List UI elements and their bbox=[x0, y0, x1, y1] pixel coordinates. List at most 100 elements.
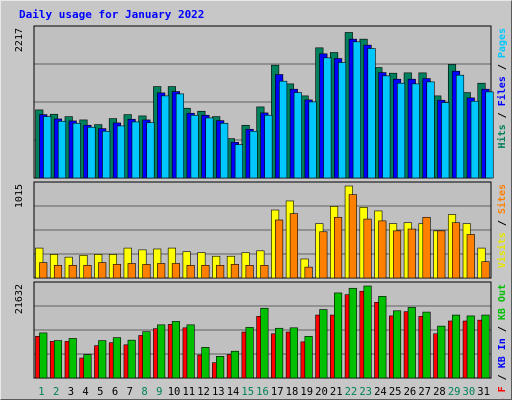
bar-pages-day-12 bbox=[205, 117, 214, 179]
bar-kb-out-day-18 bbox=[289, 327, 298, 379]
bar-sites-day-8 bbox=[142, 264, 151, 279]
bar-kb-out-day-5 bbox=[98, 340, 107, 379]
bar-sites-day-6 bbox=[112, 264, 122, 279]
day-label-23: 23 bbox=[359, 386, 372, 398]
bar-pages-day-25 bbox=[397, 82, 406, 179]
bar-pages-day-6 bbox=[116, 125, 126, 179]
bar-sites-day-17 bbox=[275, 219, 284, 279]
bar-kb-out-day-10 bbox=[171, 321, 180, 379]
bar-kb-out-day-30 bbox=[466, 315, 475, 379]
bar-sites-day-1 bbox=[39, 262, 48, 279]
bar-kb-out-day-27 bbox=[422, 311, 431, 379]
bar-pages-day-9 bbox=[161, 95, 170, 179]
day-label-30: 30 bbox=[463, 386, 476, 398]
day-label-1: 1 bbox=[38, 386, 44, 398]
bar-pages-day-11 bbox=[190, 114, 199, 179]
day-label-14: 14 bbox=[227, 386, 240, 398]
bar-kb-out-day-24 bbox=[378, 296, 387, 379]
day-label-7: 7 bbox=[127, 386, 133, 398]
bar-kb-out-day-8 bbox=[142, 331, 151, 379]
bar-kb-out-day-12 bbox=[201, 347, 210, 379]
legend-segment: Hits bbox=[496, 124, 508, 148]
bar-sites-day-4 bbox=[83, 265, 92, 279]
day-label-11: 11 bbox=[182, 386, 195, 398]
bar-kb-out-day-21 bbox=[334, 292, 343, 379]
bar-pages-day-21 bbox=[338, 62, 347, 179]
bar-pages-day-22 bbox=[352, 41, 361, 179]
day-label-18: 18 bbox=[286, 386, 299, 398]
bar-pages-day-3 bbox=[72, 122, 81, 179]
day-label-22: 22 bbox=[345, 386, 358, 398]
bar-pages-day-19 bbox=[308, 101, 317, 179]
day-label-16: 16 bbox=[256, 386, 269, 398]
bar-sites-day-30 bbox=[466, 234, 475, 279]
bar-pages-day-24 bbox=[382, 75, 391, 179]
bar-kb-out-day-14 bbox=[230, 350, 239, 379]
legend-segment: / bbox=[497, 368, 508, 386]
bar-sites-day-12 bbox=[201, 265, 210, 279]
bar-pages-day-23 bbox=[367, 48, 376, 179]
y-max-label-3: 21632 bbox=[14, 284, 25, 314]
bar-sites-day-9 bbox=[157, 263, 166, 279]
day-label-2: 2 bbox=[53, 386, 59, 398]
day-label-31: 31 bbox=[477, 386, 490, 398]
bar-pages-day-18 bbox=[293, 92, 302, 179]
bar-pages-day-26 bbox=[411, 83, 420, 179]
bar-kb-out-day-3 bbox=[68, 338, 77, 379]
legend-segment: Pages bbox=[497, 28, 508, 58]
day-label-6: 6 bbox=[112, 386, 118, 398]
bar-kb-out-day-6 bbox=[112, 337, 122, 379]
bar-pages-day-16 bbox=[264, 114, 273, 179]
day-label-5: 5 bbox=[97, 386, 103, 398]
day-label-9: 9 bbox=[156, 386, 162, 398]
legend-segment: KB In bbox=[497, 338, 508, 368]
bar-pages-day-10 bbox=[175, 93, 184, 179]
bar-sites-day-10 bbox=[171, 263, 180, 279]
bar-sites-day-15 bbox=[245, 265, 254, 279]
bar-pages-day-4 bbox=[87, 126, 96, 179]
bar-sites-day-19 bbox=[304, 266, 313, 279]
legend-segment: KB Out bbox=[497, 284, 508, 320]
y-max-label-2: 1015 bbox=[14, 184, 25, 208]
bar-kb-out-day-31 bbox=[481, 314, 490, 379]
bar-sites-day-28 bbox=[437, 230, 446, 279]
bar-sites-day-20 bbox=[319, 231, 328, 279]
bar-pages-day-8 bbox=[146, 122, 155, 179]
bar-pages-day-7 bbox=[131, 121, 140, 179]
legend-segment: / bbox=[497, 58, 508, 76]
chart-title: Daily usage for January 2022 bbox=[19, 8, 204, 21]
day-label-8: 8 bbox=[141, 386, 147, 398]
bar-kb-out-day-25 bbox=[393, 310, 402, 379]
bar-pages-day-30 bbox=[470, 100, 479, 179]
bar-sites-day-27 bbox=[422, 216, 431, 279]
bar-kb-out-day-9 bbox=[157, 324, 166, 379]
day-label-4: 4 bbox=[82, 386, 88, 398]
bar-kb-out-day-28 bbox=[437, 325, 446, 379]
day-label-12: 12 bbox=[197, 386, 210, 398]
bar-pages-day-1 bbox=[43, 116, 52, 179]
legend-segment: Files bbox=[496, 76, 508, 106]
bar-kb-out-day-20 bbox=[319, 309, 328, 379]
day-label-20: 20 bbox=[315, 386, 328, 398]
bar-sites-day-13 bbox=[216, 265, 225, 279]
legend-segment: / bbox=[497, 214, 508, 232]
bar-pages-day-15 bbox=[249, 130, 258, 179]
day-label-10: 10 bbox=[168, 386, 181, 398]
bar-sites-day-2 bbox=[53, 265, 63, 279]
bar-sites-day-5 bbox=[98, 262, 107, 279]
bar-sites-day-29 bbox=[451, 222, 461, 279]
bar-kb-out-day-23 bbox=[363, 285, 372, 379]
day-label-28: 28 bbox=[433, 386, 446, 398]
bar-sites-day-31 bbox=[481, 261, 490, 279]
bar-pages-day-31 bbox=[485, 91, 494, 179]
y-max-label-1: 2217 bbox=[14, 28, 25, 52]
day-label-24: 24 bbox=[374, 386, 387, 398]
bar-kb-out-day-13 bbox=[216, 356, 225, 379]
bar-kb-out-day-1 bbox=[39, 332, 48, 379]
legend-segment: / bbox=[497, 106, 508, 124]
bar-kb-out-day-17 bbox=[275, 327, 284, 379]
day-label-27: 27 bbox=[418, 386, 431, 398]
bar-pages-day-28 bbox=[441, 102, 450, 179]
